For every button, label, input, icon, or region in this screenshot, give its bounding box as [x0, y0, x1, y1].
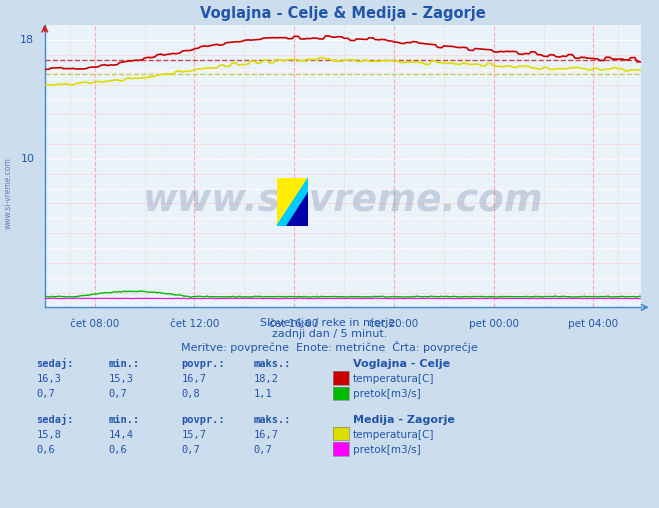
Text: maks.:: maks.:	[254, 415, 291, 425]
Text: Slovenija / reke in morje.: Slovenija / reke in morje.	[260, 318, 399, 328]
Text: 0,8: 0,8	[181, 389, 200, 399]
Text: temperatura[C]: temperatura[C]	[353, 430, 434, 440]
Text: 1,1: 1,1	[254, 389, 272, 399]
Text: min.:: min.:	[109, 359, 140, 369]
Text: pet 00:00: pet 00:00	[469, 319, 519, 329]
Text: čet 12:00: čet 12:00	[170, 319, 219, 329]
Text: pet 04:00: pet 04:00	[568, 319, 619, 329]
Text: 0,6: 0,6	[36, 445, 55, 455]
Text: www.si-vreme.com: www.si-vreme.com	[142, 182, 544, 218]
Text: maks.:: maks.:	[254, 359, 291, 369]
Text: Voglajna - Celje: Voglajna - Celje	[353, 359, 449, 369]
Text: povpr.:: povpr.:	[181, 359, 225, 369]
Text: 10: 10	[20, 154, 34, 164]
Text: pretok[m3/s]: pretok[m3/s]	[353, 445, 420, 455]
Text: Medija - Zagorje: Medija - Zagorje	[353, 415, 455, 425]
Text: 0,7: 0,7	[181, 445, 200, 455]
Text: 0,7: 0,7	[109, 389, 127, 399]
Text: 15,3: 15,3	[109, 374, 134, 384]
Text: povpr.:: povpr.:	[181, 415, 225, 425]
Text: Meritve: povprečne  Enote: metrične  Črta: povprečje: Meritve: povprečne Enote: metrične Črta:…	[181, 341, 478, 354]
Text: 0,7: 0,7	[36, 389, 55, 399]
Text: 15,8: 15,8	[36, 430, 61, 440]
Text: 16,3: 16,3	[36, 374, 61, 384]
Text: 16,7: 16,7	[254, 430, 279, 440]
Text: 16,7: 16,7	[181, 374, 206, 384]
Text: temperatura[C]: temperatura[C]	[353, 374, 434, 384]
Text: 18,2: 18,2	[254, 374, 279, 384]
Polygon shape	[277, 178, 308, 226]
Text: zadnji dan / 5 minut.: zadnji dan / 5 minut.	[272, 329, 387, 339]
Text: min.:: min.:	[109, 415, 140, 425]
Text: pretok[m3/s]: pretok[m3/s]	[353, 389, 420, 399]
Text: 0,6: 0,6	[109, 445, 127, 455]
Polygon shape	[277, 178, 308, 226]
Text: 15,7: 15,7	[181, 430, 206, 440]
Text: 14,4: 14,4	[109, 430, 134, 440]
Text: čet 16:00: čet 16:00	[270, 319, 319, 329]
Polygon shape	[286, 193, 308, 226]
Text: sedaj:: sedaj:	[36, 358, 74, 369]
Text: 18: 18	[20, 35, 34, 45]
Text: čet 08:00: čet 08:00	[70, 319, 119, 329]
Text: 0,7: 0,7	[254, 445, 272, 455]
Text: čet 20:00: čet 20:00	[369, 319, 418, 329]
Text: www.si-vreme.com: www.si-vreme.com	[3, 157, 13, 229]
Title: Voglajna - Celje & Medija - Zagorje: Voglajna - Celje & Medija - Zagorje	[200, 7, 486, 21]
Text: sedaj:: sedaj:	[36, 414, 74, 425]
